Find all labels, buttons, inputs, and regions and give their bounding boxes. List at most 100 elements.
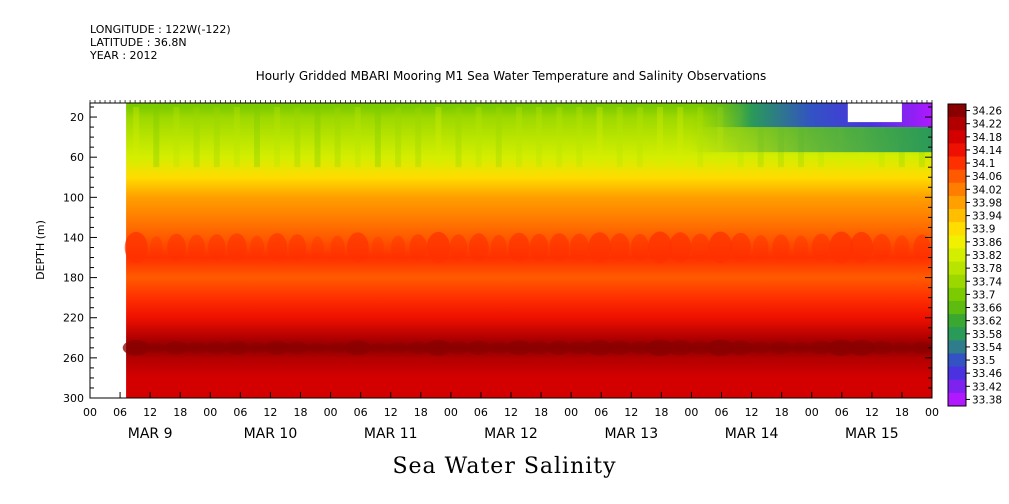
x-hour-label: 00 bbox=[444, 406, 458, 419]
colorbar-label: 33.78 bbox=[972, 263, 1002, 275]
x-hour-label: 06 bbox=[594, 406, 608, 419]
colorbar-label: 34.1 bbox=[972, 158, 995, 170]
colorbar-swatch bbox=[948, 366, 966, 381]
x-hour-label: 12 bbox=[143, 406, 157, 419]
deep-salinity-core bbox=[506, 340, 532, 356]
x-day-label: MAR 12 bbox=[484, 426, 538, 442]
deep-salinity-core bbox=[688, 341, 712, 355]
colorbar-swatch bbox=[948, 104, 966, 118]
y-tick-label: 20 bbox=[70, 111, 84, 124]
x-hour-label: 18 bbox=[173, 406, 187, 419]
x-hour-label: 12 bbox=[624, 406, 638, 419]
colorbar-label: 34.06 bbox=[972, 171, 1002, 183]
x-hour-label: 18 bbox=[775, 406, 789, 419]
colorbar-swatch bbox=[948, 182, 966, 197]
mid-salinity-core bbox=[872, 233, 891, 262]
colorbar-swatch bbox=[948, 156, 966, 171]
x-hour-label: 12 bbox=[745, 406, 759, 419]
mid-salinity-core bbox=[894, 235, 910, 260]
colorbar-frame bbox=[947, 103, 967, 407]
colorbar-label: 33.82 bbox=[972, 250, 1002, 262]
longitude-label: LONGITUDE : 122W(-122) bbox=[90, 23, 231, 36]
subsurface-freshening bbox=[126, 127, 932, 153]
colorbar-label: 33.9 bbox=[972, 224, 995, 236]
x-hour-label: 06 bbox=[835, 406, 849, 419]
mid-salinity-core bbox=[391, 235, 406, 260]
colorbar-swatch bbox=[948, 195, 966, 210]
x-hour-label: 00 bbox=[203, 406, 217, 419]
surface-freshening bbox=[126, 103, 932, 128]
y-tick-label: 140 bbox=[63, 231, 84, 244]
deep-salinity-core bbox=[809, 341, 833, 355]
mid-salinity-core bbox=[409, 234, 427, 261]
colorbar-swatch bbox=[948, 287, 966, 302]
colorbar-swatch bbox=[948, 169, 966, 184]
colorbar-label: 34.14 bbox=[972, 145, 1002, 157]
colorbar-label: 33.94 bbox=[972, 211, 1002, 223]
x-day-label: MAR 9 bbox=[128, 426, 173, 442]
x-hour-label: 06 bbox=[354, 406, 368, 419]
mid-salinity-core bbox=[250, 235, 264, 260]
colorbar-label: 33.42 bbox=[972, 381, 1002, 393]
x-hour-label: 06 bbox=[233, 406, 247, 419]
x-hour-label: 00 bbox=[83, 406, 97, 419]
colorbar-label: 33.5 bbox=[972, 355, 995, 367]
x-hour-label: 18 bbox=[414, 406, 428, 419]
x-hour-label: 06 bbox=[474, 406, 488, 419]
mid-salinity-core bbox=[811, 233, 831, 262]
colorbar-swatch bbox=[948, 314, 966, 328]
x-day-label: MAR 13 bbox=[604, 426, 658, 442]
deep-salinity-core bbox=[389, 342, 408, 354]
deep-salinity-core bbox=[186, 341, 207, 354]
x-hour-label: 18 bbox=[654, 406, 668, 419]
colorbar-label: 33.58 bbox=[972, 329, 1002, 341]
y-tick-label: 100 bbox=[63, 191, 84, 204]
x-hour-label: 00 bbox=[324, 406, 338, 419]
deep-salinity-core bbox=[122, 340, 150, 356]
mid-salinity-core bbox=[730, 232, 751, 263]
x-hour-label: 00 bbox=[925, 406, 939, 419]
mid-salinity-core bbox=[829, 231, 854, 264]
colorbar-swatch bbox=[948, 209, 966, 223]
mid-salinity-core bbox=[426, 231, 450, 264]
colorbar-label: 34.26 bbox=[972, 106, 1002, 118]
colorbar-label: 33.38 bbox=[972, 394, 1002, 406]
x-hour-label: 18 bbox=[895, 406, 909, 419]
colorbar-swatch bbox=[948, 340, 966, 354]
colorbar-label: 34.18 bbox=[972, 132, 1002, 144]
x-hour-label: 00 bbox=[684, 406, 698, 419]
x-hour-label: 00 bbox=[805, 406, 819, 419]
deep-salinity-core bbox=[488, 341, 509, 354]
mid-salinity-core bbox=[793, 235, 809, 260]
mid-salinity-core bbox=[648, 231, 672, 264]
x-hour-label: 12 bbox=[504, 406, 518, 419]
y-axis: 20 60 100 140 180 220 260 300 bbox=[63, 106, 932, 405]
y-tick-label: 260 bbox=[63, 352, 84, 365]
colorbar-swatch bbox=[948, 235, 966, 249]
deep-salinity-core bbox=[248, 342, 266, 354]
colorbar-label: 33.46 bbox=[972, 368, 1002, 380]
colorbar-swatch bbox=[948, 392, 966, 407]
x-day-label: MAR 10 bbox=[244, 426, 298, 442]
mid-salinity-core bbox=[346, 232, 369, 263]
colorbar-label: 33.86 bbox=[972, 237, 1002, 249]
x-day-label: MAR 14 bbox=[725, 426, 779, 442]
deep-salinity-core bbox=[586, 340, 613, 356]
deep-salinity-core bbox=[225, 340, 249, 355]
y-tick-label: 180 bbox=[63, 272, 84, 285]
y-tick-label: 60 bbox=[70, 151, 84, 164]
year-label: YEAR : 2012 bbox=[90, 49, 158, 62]
colorbar-label: 33.7 bbox=[972, 289, 995, 301]
x-axis: 00 06 12 18 00 06 12 18 00 06 12 18 00 06 12 18 00 06 12 18… bbox=[83, 100, 939, 442]
deep-salinity-core bbox=[706, 339, 735, 356]
mid-salinity-core bbox=[569, 233, 589, 262]
deep-salinity-core bbox=[447, 341, 470, 355]
deep-salinity-core bbox=[466, 340, 491, 355]
x-day-label: MAR 11 bbox=[364, 426, 418, 442]
mid-salinity-core bbox=[772, 234, 790, 261]
colorbar-label: 33.66 bbox=[972, 303, 1002, 315]
mid-salinity-core bbox=[669, 232, 692, 263]
deep-salinity-core bbox=[527, 341, 551, 355]
y-axis-label: DEPTH (m) bbox=[34, 220, 47, 280]
